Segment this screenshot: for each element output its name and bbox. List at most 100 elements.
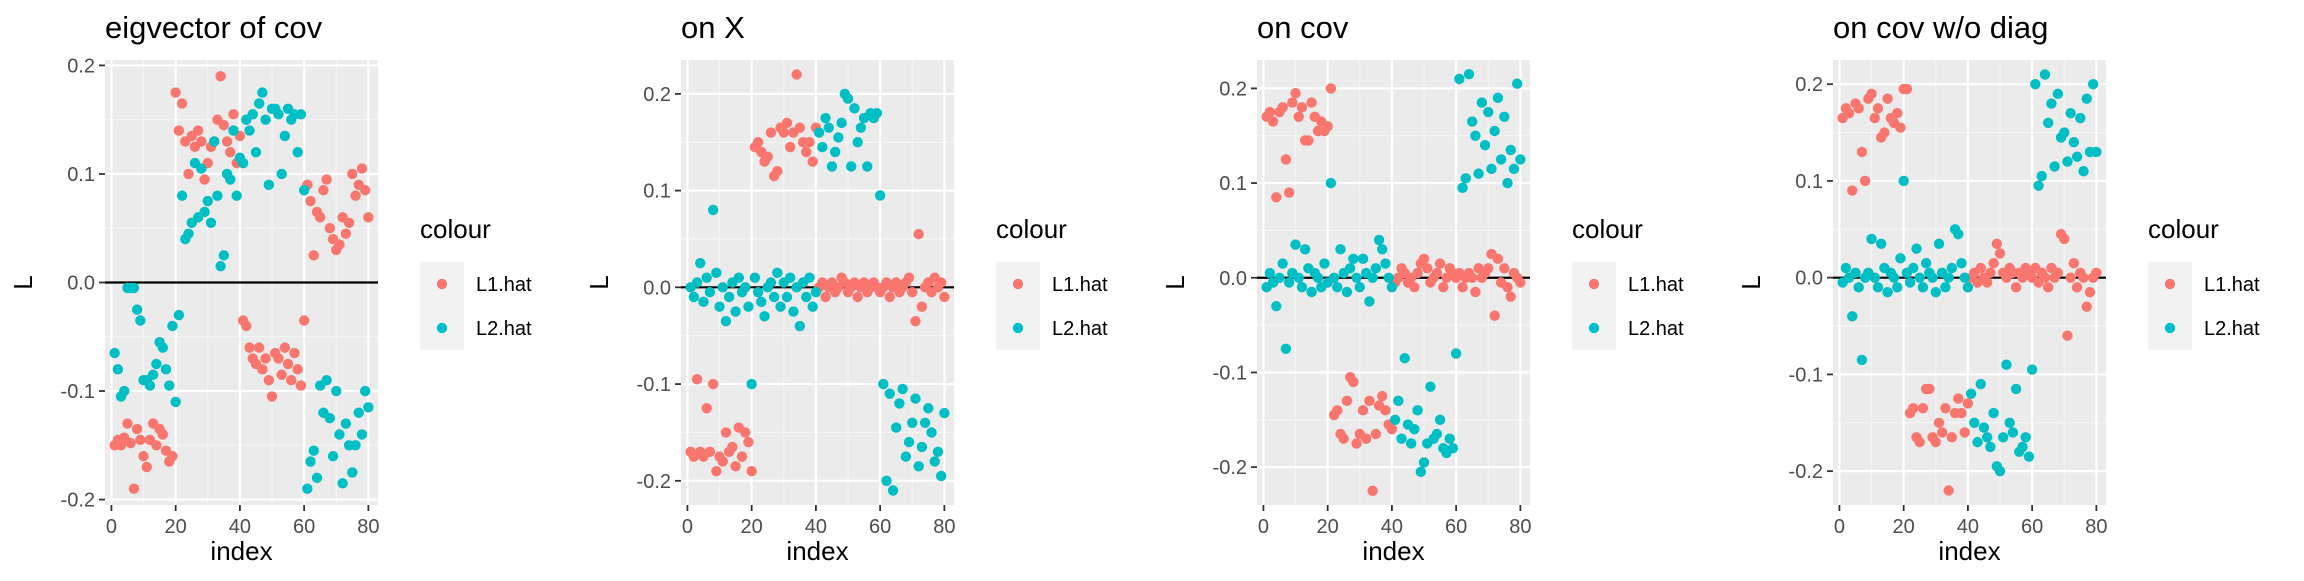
data-point-L1.hat <box>1377 390 1388 402</box>
data-point-L2.hat <box>746 378 757 390</box>
x-tick-label: 0 <box>1834 516 1845 538</box>
data-point-L2.hat <box>1850 267 1861 279</box>
data-point-L2.hat <box>1953 228 1964 240</box>
data-point-L2.hat <box>135 315 146 326</box>
data-point-L2.hat <box>1908 262 1919 274</box>
data-point-L1.hat <box>347 168 358 180</box>
data-point-L1.hat <box>691 374 703 385</box>
y-tick-label: 0.2 <box>67 55 95 77</box>
data-point-L1.hat <box>1386 424 1398 435</box>
data-point-L1.hat <box>1422 263 1433 274</box>
data-point-L2.hat <box>910 393 921 404</box>
data-point-L1.hat <box>1280 154 1292 165</box>
data-point-L2.hat <box>1383 272 1394 283</box>
data-point-L1.hat <box>298 315 310 326</box>
x-tick-label: 0 <box>682 516 693 538</box>
y-tick-label: 0.1 <box>67 164 95 186</box>
legend: colour L1.hat L2.hat <box>420 214 532 350</box>
data-point-L1.hat <box>820 291 831 303</box>
data-point-L1.hat <box>334 239 345 250</box>
data-point-L2.hat <box>1492 92 1504 104</box>
data-point-L2.hat <box>1875 238 1887 249</box>
data-point-L2.hat <box>1312 272 1324 283</box>
data-point-L1.hat <box>711 465 722 477</box>
data-point-L2.hat <box>1341 286 1353 298</box>
data-point-L1.hat <box>253 342 265 353</box>
data-point-L2.hat <box>147 369 159 380</box>
data-point-L1.hat <box>122 418 133 429</box>
data-point-L2.hat <box>1946 262 1958 274</box>
data-point-L2.hat <box>836 117 847 129</box>
data-point-L2.hat <box>1380 258 1391 269</box>
data-point-L1.hat <box>221 136 233 147</box>
data-point-L1.hat <box>746 465 757 477</box>
data-point-L2.hat <box>1344 263 1356 274</box>
data-point-L1.hat <box>228 109 239 120</box>
y-tick-label: -0.2 <box>1789 461 1823 483</box>
data-point-L1.hat <box>359 185 371 196</box>
data-point-L1.hat <box>321 174 332 185</box>
data-point-L1.hat <box>176 98 188 109</box>
data-point-L2.hat <box>199 206 210 218</box>
data-point-L2.hat <box>183 228 194 239</box>
data-point-L2.hat <box>2001 359 2012 370</box>
data-point-L2.hat <box>144 380 156 391</box>
data-point-L2.hat <box>1904 277 1916 288</box>
data-point-L1.hat <box>1322 121 1333 132</box>
data-point-L1.hat <box>1277 102 1288 113</box>
data-point-L2.hat <box>1898 175 1909 187</box>
data-point-L1.hat <box>1946 432 1958 443</box>
data-point-L2.hat <box>862 161 873 172</box>
data-point-L2.hat <box>2020 432 2031 443</box>
series-L2.hat <box>109 87 374 494</box>
legend-key-L1.hat <box>2164 278 2176 290</box>
data-point-L2.hat <box>1978 422 1990 433</box>
data-point-L1.hat <box>1499 263 1510 274</box>
y-axis-title: L <box>1736 275 1766 289</box>
data-point-L1.hat <box>1357 405 1369 416</box>
data-point-L2.hat <box>1914 272 1925 283</box>
data-point-L1.hat <box>1914 436 1925 448</box>
data-point-L2.hat <box>1277 258 1288 269</box>
data-point-L2.hat <box>935 470 947 482</box>
data-point-L1.hat <box>225 147 236 158</box>
data-point-L2.hat <box>852 137 863 148</box>
data-point-L1.hat <box>173 125 185 136</box>
data-point-L2.hat <box>749 272 761 283</box>
data-point-L1.hat <box>1470 286 1481 298</box>
data-point-L2.hat <box>1933 238 1945 249</box>
data-point-L2.hat <box>1847 311 1858 322</box>
legend-label: L1.hat <box>2204 274 2260 296</box>
series-L2.hat <box>1261 69 1526 478</box>
data-point-L1.hat <box>282 358 294 370</box>
data-point-L2.hat <box>1463 69 1475 80</box>
data-point-L2.hat <box>228 125 239 136</box>
x-axis-title: index <box>210 536 272 566</box>
data-point-L2.hat <box>257 87 268 98</box>
chart-title: on X <box>681 10 745 45</box>
data-point-L2.hat <box>1483 106 1494 118</box>
y-tick-label: 0.0 <box>1219 268 1247 290</box>
legend-key-L1.hat <box>436 278 448 290</box>
y-tick-label: -0.1 <box>637 374 671 396</box>
data-point-L2.hat <box>2007 427 2019 438</box>
data-point-L1.hat <box>1882 93 1893 104</box>
data-point-L2.hat <box>810 286 822 298</box>
data-point-L1.hat <box>1892 108 1903 119</box>
data-point-L2.hat <box>302 483 313 494</box>
legend-label: L2.hat <box>1628 318 1684 340</box>
data-point-L2.hat <box>1325 177 1337 189</box>
data-point-L1.hat <box>157 429 169 440</box>
x-axis-title: index <box>1938 536 2000 566</box>
data-point-L1.hat <box>939 291 950 303</box>
data-point-L2.hat <box>939 407 950 419</box>
data-point-L2.hat <box>196 163 207 174</box>
data-point-L1.hat <box>295 380 307 391</box>
data-point-L1.hat <box>289 347 300 359</box>
data-point-L2.hat <box>1856 354 1868 366</box>
data-point-L1.hat <box>1901 83 1913 95</box>
y-tick-label: -0.2 <box>637 471 671 493</box>
data-point-L1.hat <box>2039 272 2051 283</box>
x-tick-label: 80 <box>1509 516 1531 538</box>
